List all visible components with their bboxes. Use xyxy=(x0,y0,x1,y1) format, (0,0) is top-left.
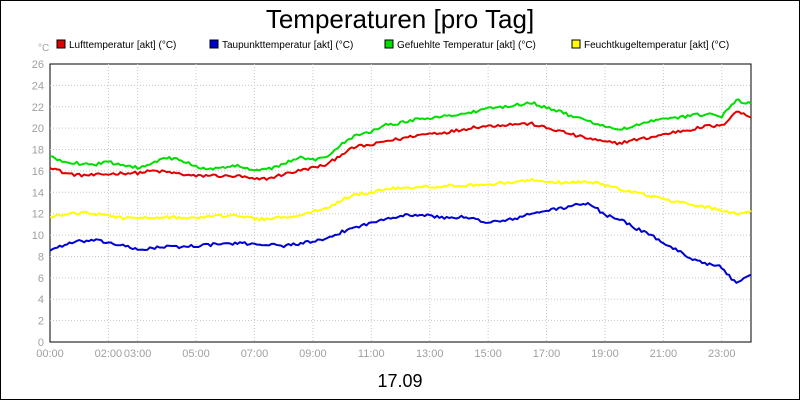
y-tick-label: 12 xyxy=(32,209,44,221)
x-axis-ticks: 00:00 02:00 03:00 05:00 07:00 09:00 11:00 13:00… xyxy=(36,348,735,360)
legend-swatch xyxy=(384,39,394,49)
legend-item: Lufttemperatur [akt] (°C) xyxy=(56,39,176,51)
x-tick-label: 17:00 xyxy=(533,348,561,360)
legend-item: Gefuehlte Temperatur [akt] (°C) xyxy=(384,39,536,51)
legend-item: Feuchtkugeltemperatur [akt] (°C) xyxy=(571,39,729,51)
legend-label: Gefuehlte Temperatur [akt] (°C) xyxy=(397,40,536,51)
x-tick-label: 19:00 xyxy=(591,348,619,360)
y-tick-label: 26 xyxy=(32,59,44,71)
y-tick-label: 20 xyxy=(32,123,44,135)
x-tick-label: 02:00 xyxy=(95,348,123,360)
legend-swatch xyxy=(56,39,66,49)
y-tick-label: 16 xyxy=(32,166,44,178)
y-tick-label: 22 xyxy=(32,102,44,114)
y-tick-label: 14 xyxy=(32,187,44,199)
legend: Lufttemperatur [akt] (°C) Taupunkttempera… xyxy=(56,39,729,51)
series-line-1 xyxy=(49,202,752,284)
x-tick-label: 09:00 xyxy=(299,348,327,360)
y-axis-unit: °C xyxy=(38,43,49,54)
grid xyxy=(50,64,751,342)
legend-item: Taupunkttemperatur [akt] (°C) xyxy=(209,39,353,51)
x-axis-label: 17.09 xyxy=(377,371,422,391)
x-tick-label: 21:00 xyxy=(650,348,678,360)
x-tick-label: 11:00 xyxy=(358,348,385,360)
x-tick-label: 15:00 xyxy=(474,348,502,360)
x-tick-label: 00:00 xyxy=(36,348,64,360)
series-line-3 xyxy=(49,178,752,222)
y-tick-label: 24 xyxy=(32,80,44,92)
legend-swatch xyxy=(209,39,219,49)
legend-label: Taupunkttemperatur [akt] (°C) xyxy=(222,40,353,51)
y-tick-label: 10 xyxy=(32,230,44,242)
y-tick-label: 4 xyxy=(38,294,44,306)
y-tick-label: 2 xyxy=(38,316,44,328)
y-tick-label: 6 xyxy=(38,273,44,285)
plot-area xyxy=(49,63,752,343)
legend-swatch xyxy=(571,39,581,49)
x-tick-label: 07:00 xyxy=(241,348,269,360)
legend-label: Feuchtkugeltemperatur [akt] (°C) xyxy=(584,40,729,51)
y-tick-label: 8 xyxy=(38,251,44,263)
series-line-2 xyxy=(49,98,752,172)
y-tick-label: 0 xyxy=(38,337,44,349)
series-line-0 xyxy=(49,110,752,181)
x-tick-label: 05:00 xyxy=(182,348,210,360)
x-tick-label: 13:00 xyxy=(416,348,444,360)
legend-label: Lufttemperatur [akt] (°C) xyxy=(69,40,176,51)
chart-title: Temperaturen [pro Tag] xyxy=(266,4,534,34)
y-tick-label: 18 xyxy=(32,145,44,157)
series-group xyxy=(49,98,752,284)
x-tick-label: 23:00 xyxy=(708,348,736,360)
x-tick-label: 03:00 xyxy=(124,348,152,360)
